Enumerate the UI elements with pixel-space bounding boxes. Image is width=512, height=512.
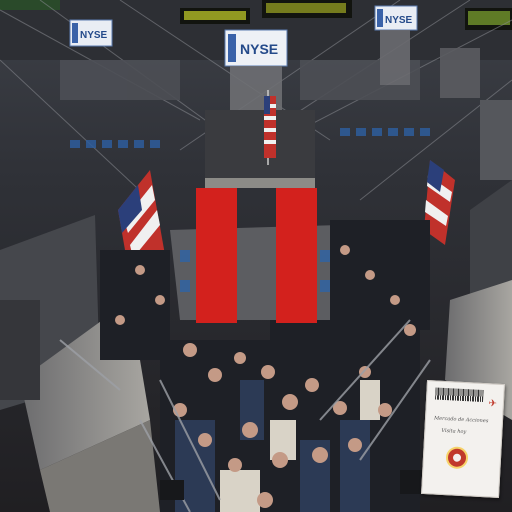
us-flag-right (424, 160, 455, 245)
barcode (435, 387, 484, 402)
pause-bar-left[interactable] (196, 188, 237, 323)
nyse-sign-left: NYSE (69, 19, 113, 47)
us-flag-center (264, 96, 276, 158)
airplane-icon: ✈ (488, 398, 498, 410)
seal-emblem (445, 446, 469, 470)
svg-text:NYSE: NYSE (240, 41, 278, 57)
ticket-line-1: Mercado de Acciones (433, 415, 489, 425)
nyse-sign-center: NYSE (224, 29, 288, 67)
svg-text:NYSE: NYSE (385, 15, 413, 26)
crowd-of-traders (100, 220, 430, 512)
ticket-line-2: Visita hoy (441, 427, 467, 436)
svg-text:NYSE: NYSE (80, 30, 108, 41)
pause-bar-right[interactable] (276, 188, 317, 323)
nyse-sign-right: NYSE (374, 5, 418, 31)
ticket-card: ✈ Mercado de Acciones Visita hoy (421, 380, 505, 498)
